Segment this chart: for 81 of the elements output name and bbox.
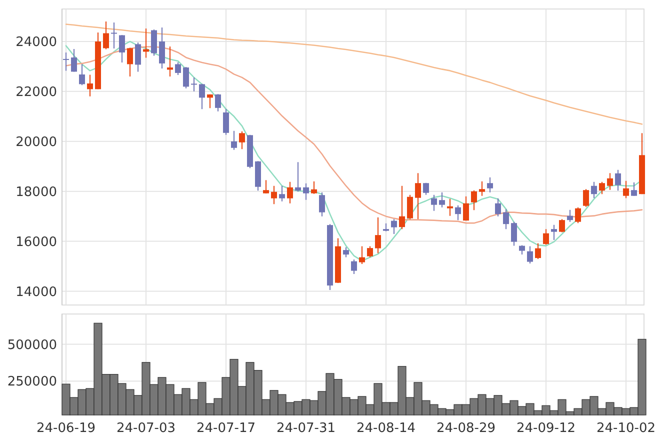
y-tick-label: 22000 — [16, 84, 57, 100]
y-tick-label: 500000 — [7, 338, 57, 353]
candlestick — [343, 246, 349, 258]
y-tick-label: 250000 — [7, 374, 57, 390]
candlestick — [415, 172, 421, 220]
candlestick — [311, 180, 317, 194]
candlestick — [191, 76, 197, 92]
candlestick — [511, 221, 517, 246]
candlestick — [287, 181, 293, 204]
candlestick — [215, 94, 221, 112]
candlestick — [367, 246, 373, 258]
candlestick — [375, 216, 381, 254]
candlestick — [391, 218, 397, 235]
candlestick — [631, 182, 637, 196]
candlestick — [151, 28, 157, 56]
candlestick — [455, 204, 461, 221]
x-tick-label: 24-09-12 — [516, 421, 576, 436]
candlestick — [599, 181, 605, 195]
candlestick — [519, 244, 525, 256]
candlestick — [495, 198, 501, 217]
x-tick-label: 24-07-03 — [116, 421, 176, 436]
candlestick — [199, 83, 205, 110]
y-tick-label: 20000 — [16, 134, 57, 150]
candlestick — [407, 194, 413, 220]
candlestick — [479, 180, 485, 196]
candlestick — [431, 194, 437, 212]
candlestick — [119, 34, 125, 63]
y-tick-label: 16000 — [16, 234, 57, 250]
candlestick — [527, 246, 533, 264]
x-tick-label: 24-06-19 — [36, 421, 96, 436]
candlestick — [543, 228, 549, 246]
candlestick — [303, 182, 309, 200]
candlestick — [207, 94, 213, 109]
x-tick-label: 24-07-17 — [196, 421, 256, 436]
candlestick — [111, 22, 117, 49]
candlestick — [319, 192, 325, 217]
candlestick — [63, 52, 69, 72]
candlestick — [575, 206, 581, 224]
candlestick — [463, 196, 469, 222]
candlestick — [159, 26, 165, 69]
candlestick — [551, 224, 557, 241]
x-tick-label: 24-07-31 — [276, 421, 336, 436]
candlestick — [223, 108, 229, 136]
candlestick — [239, 130, 245, 150]
candlestick — [503, 208, 509, 230]
candlestick — [71, 48, 77, 72]
candlestick — [87, 74, 93, 97]
candlestick — [143, 28, 149, 58]
y-tick-label: 24000 — [16, 35, 57, 50]
candlestick — [279, 185, 285, 202]
candlestick — [231, 130, 237, 150]
candlestick — [615, 169, 621, 192]
candlestick — [135, 42, 141, 72]
candlestick — [535, 242, 541, 260]
candlestick — [183, 66, 189, 89]
candlestick — [567, 209, 573, 222]
candlestick — [263, 180, 269, 194]
candlestick — [447, 198, 453, 216]
candlestick — [399, 185, 405, 230]
candlestick — [295, 162, 301, 192]
y-tick-label: 18000 — [16, 184, 57, 200]
candlestick — [559, 218, 565, 233]
candlestick — [351, 259, 357, 275]
line-series — [65, 24, 643, 125]
candlestick — [487, 176, 493, 193]
candlestick — [271, 185, 277, 205]
candlestick — [583, 188, 589, 208]
candlestick — [359, 246, 365, 265]
x-tick-label: 24-08-14 — [356, 421, 416, 436]
x-tick-label: 24-10-02 — [596, 421, 656, 436]
y-tick-label: 14000 — [16, 284, 57, 300]
candlestick — [623, 180, 629, 199]
candlestick — [471, 190, 477, 211]
candlestick — [591, 181, 597, 199]
candlestick — [103, 20, 109, 50]
candlestick — [127, 47, 133, 77]
candlestick — [79, 64, 85, 86]
candlestick — [175, 62, 181, 76]
candlestick — [439, 192, 445, 208]
x-tick-label: 24-08-29 — [436, 421, 496, 436]
candlestick — [607, 172, 613, 190]
